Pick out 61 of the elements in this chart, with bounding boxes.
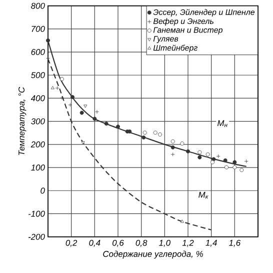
y-tick-label: 300 <box>31 118 45 124</box>
x-tick-label: 1,4 <box>206 240 217 247</box>
y-tick-label: 100 <box>31 164 45 171</box>
point <box>216 154 220 158</box>
point <box>153 130 158 135</box>
point <box>70 95 74 100</box>
point <box>212 157 216 162</box>
point <box>95 110 99 114</box>
point <box>55 86 60 90</box>
x-axis-title: Содержание углерода, % <box>103 250 203 259</box>
point <box>125 130 130 134</box>
annotation: M$_{к}$ <box>198 192 208 199</box>
point <box>198 150 202 154</box>
y-tick-label: 600 <box>31 49 45 56</box>
point <box>142 130 147 135</box>
y-tick-label: 0 <box>40 188 45 194</box>
point <box>81 141 85 144</box>
point <box>60 77 64 82</box>
point <box>80 110 84 115</box>
point <box>142 136 146 140</box>
point <box>116 124 120 129</box>
point <box>46 56 50 60</box>
x-tick-label: 0,6 <box>112 240 124 247</box>
point <box>180 142 184 146</box>
x-tick-label: 0,8 <box>136 240 148 247</box>
y-tick-label: 200 <box>30 142 45 148</box>
y-tick-label: 800 <box>31 2 45 9</box>
point <box>240 168 244 172</box>
point <box>206 152 210 156</box>
x-tick-label: 1,6 <box>229 240 241 247</box>
point <box>223 158 228 162</box>
y-tick-label: 500 <box>31 72 45 78</box>
point <box>180 220 184 223</box>
point <box>68 103 72 107</box>
point <box>60 96 64 100</box>
annotation: M$_{н}$ <box>217 120 228 128</box>
point <box>244 159 248 164</box>
point <box>232 160 237 164</box>
point <box>170 140 175 144</box>
x-tick-label: 1,0 <box>159 240 170 247</box>
point <box>92 116 97 121</box>
point <box>50 86 54 90</box>
x-tick-label: 0,2 <box>66 240 78 247</box>
y-tick-label: 700 <box>32 26 45 32</box>
point <box>170 146 175 150</box>
y-tick-label: -200 <box>28 234 45 240</box>
point <box>210 160 214 164</box>
point <box>170 152 175 156</box>
y-tick-label: -100 <box>28 210 45 217</box>
point <box>84 104 88 108</box>
point <box>104 122 108 126</box>
y-axis-title: Температура, °C <box>18 86 26 156</box>
point <box>46 38 50 43</box>
point <box>186 149 190 154</box>
y-tick-label: 400 <box>30 95 45 102</box>
x-tick-label: 0,4 <box>89 240 100 247</box>
point <box>198 155 202 160</box>
point <box>224 165 228 170</box>
point <box>158 132 162 137</box>
point <box>232 165 237 170</box>
x-tick-label: 1,2 <box>182 240 194 247</box>
